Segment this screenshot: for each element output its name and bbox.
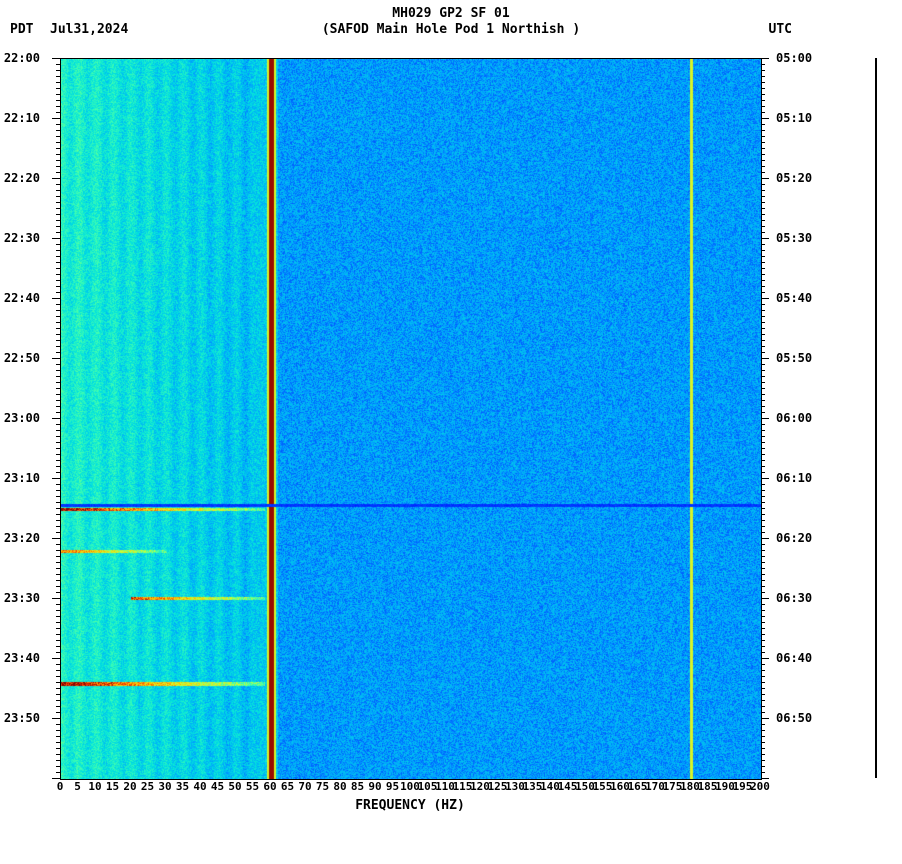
x-tick-label: 35 [176,780,189,793]
x-tick-label: 15 [106,780,119,793]
x-tick-label: 60 [263,780,276,793]
y-left-tick-label: 23:10 [4,471,40,485]
y-left-tick-label: 23:00 [4,411,40,425]
x-tick-label: 90 [368,780,381,793]
y-left-tick-label: 23:30 [4,591,40,605]
x-tick-label: 40 [193,780,206,793]
left-timezone-label: PDT [10,22,33,37]
y-left-tick-label: 22:00 [4,51,40,65]
y-left-tick-label: 22:20 [4,171,40,185]
x-tick-label: 80 [333,780,346,793]
x-tick-label: 75 [316,780,329,793]
x-tick-label: 5 [74,780,81,793]
y-right-tick-label: 05:40 [776,291,812,305]
y-right-tick-label: 05:50 [776,351,812,365]
y-axis-right-labels: 05:0005:1005:2005:3005:4005:5006:0006:10… [762,58,842,778]
right-scale-bar [875,58,877,778]
x-tick-label: 10 [88,780,101,793]
y-right-tick-label: 06:40 [776,651,812,665]
y-left-tick-label: 22:10 [4,111,40,125]
x-tick-label: 95 [386,780,399,793]
x-tick-label: 30 [158,780,171,793]
x-tick-label: 70 [298,780,311,793]
chart-subtitle: (SAFOD Main Hole Pod 1 Northish ) [0,22,902,37]
chart-title: MH029 GP2 SF 01 [0,6,902,21]
y-right-tick-label: 06:50 [776,711,812,725]
chart-header: MH029 GP2 SF 01 (SAFOD Main Hole Pod 1 N… [0,0,902,40]
x-tick-label: 45 [211,780,224,793]
y-axis-left-ticks [52,58,60,778]
y-right-tick-label: 05:20 [776,171,812,185]
x-tick-label: 0 [57,780,64,793]
x-tick-label: 25 [141,780,154,793]
x-tick-label: 200 [750,780,770,793]
y-right-tick-label: 06:30 [776,591,812,605]
y-left-tick-label: 22:30 [4,231,40,245]
y-right-tick-label: 06:10 [776,471,812,485]
right-timezone-label: UTC [769,22,792,37]
x-axis-title: FREQUENCY (HZ) [60,798,760,813]
y-left-tick-label: 23:50 [4,711,40,725]
y-right-tick-label: 06:20 [776,531,812,545]
date-label: Jul31,2024 [50,22,128,37]
y-axis-left-labels: 22:0022:1022:2022:3022:4022:5023:0023:10… [0,58,58,778]
y-left-tick-label: 23:20 [4,531,40,545]
y-left-tick-label: 23:40 [4,651,40,665]
x-tick-label: 20 [123,780,136,793]
y-right-tick-label: 06:00 [776,411,812,425]
x-tick-label: 55 [246,780,259,793]
x-tick-label: 85 [351,780,364,793]
x-tick-label: 50 [228,780,241,793]
y-right-tick-label: 05:10 [776,111,812,125]
y-axis-right-ticks [761,58,769,778]
y-left-tick-label: 22:50 [4,351,40,365]
y-right-tick-label: 05:00 [776,51,812,65]
x-axis-labels: 0510152025303540455055606570758085909510… [60,780,760,800]
y-left-tick-label: 22:40 [4,291,40,305]
x-tick-label: 65 [281,780,294,793]
spectrogram-heatmap [60,58,762,780]
y-right-tick-label: 05:30 [776,231,812,245]
